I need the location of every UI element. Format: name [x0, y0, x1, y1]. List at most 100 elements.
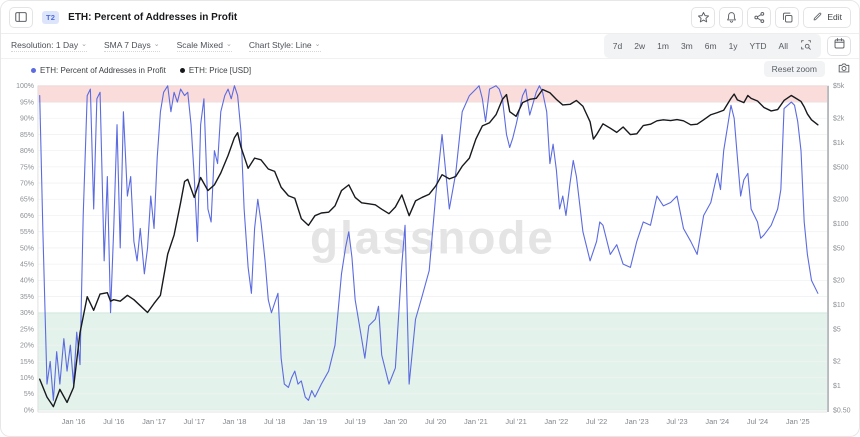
legend-dot-price [179, 68, 185, 73]
legend-label-profit: ETH: Percent of Addresses in Profit [40, 66, 166, 75]
y-axis-label: 0% [24, 407, 34, 414]
tier-badge: T2 [42, 10, 60, 24]
price-axis-label: $2k [833, 115, 845, 122]
dropdown-1[interactable]: SMA 7 Days ⌄ [103, 40, 160, 52]
dropdown-label: SMA 7 Days [103, 40, 151, 50]
chart-settings-dropdowns: Resolution: 1 Day ⌄ SMA 7 Days ⌄ Scale Mixed… [11, 40, 321, 52]
y-axis-label: 55% [20, 229, 34, 236]
zoom-select-button[interactable] [794, 36, 818, 56]
glassnode-watermark: glassnode [310, 211, 555, 263]
camera-icon [837, 62, 851, 79]
x-axis-label: Jan '24 [705, 417, 729, 426]
range-button-ytd[interactable]: YTD [749, 41, 767, 51]
legend-item-price[interactable]: ETH: Price [USD] [179, 66, 252, 75]
y-axis-label: 5% [24, 391, 34, 398]
left-axis-labels: 0% 5% 10% 15% 20% 25% 30% 35% 40% 45% 50% 55% 60% 65%… [16, 83, 34, 414]
y-axis-label: 45% [20, 262, 34, 269]
dropdown-3[interactable]: Chart Style: Line ⌄ [248, 40, 321, 52]
chevron-down-icon: ⌄ [314, 41, 321, 48]
header: T2 ETH: Percent of Addresses in Profit [1, 1, 859, 34]
dropdown-label: Chart Style: Line [248, 40, 312, 50]
x-axis-label: Jan '25 [786, 417, 810, 426]
toolbar-right: 7d 2w 1m 3m 6m 1y YTD All [603, 34, 851, 58]
price-axis-label: $50 [833, 245, 845, 252]
y-axis-label: 50% [20, 245, 34, 252]
dropdown-label: Scale Mixed [176, 40, 223, 50]
x-axis-label: Jul '20 [425, 417, 446, 426]
legend-label-price: ETH: Price [USD] [188, 66, 252, 75]
range-button-6m[interactable]: 6m [704, 41, 717, 51]
legend-item-profit[interactable]: ETH: Percent of Addresses in Profit [31, 66, 166, 75]
y-axis-label: 35% [20, 294, 34, 301]
screenshot-button[interactable] [837, 61, 851, 80]
x-axis-label: Jul '22 [586, 417, 607, 426]
dropdown-2[interactable]: Scale Mixed ⌄ [176, 40, 232, 52]
x-axis-label: Jul '23 [666, 417, 687, 426]
x-axis-label: Jan '21 [464, 417, 488, 426]
range-button-1y[interactable]: 1y [728, 41, 738, 51]
range-button-1m[interactable]: 1m [657, 41, 669, 51]
price-axis-label: $1k [833, 140, 845, 147]
y-axis-label: 65% [20, 197, 34, 204]
y-axis-label: 85% [20, 132, 34, 139]
share-button[interactable] [747, 6, 772, 28]
range-button-all[interactable]: All [778, 41, 788, 51]
price-axis-label: $10 [833, 302, 845, 309]
range-button-7d[interactable]: 7d [612, 41, 623, 51]
sidebar-toggle-button[interactable] [9, 6, 33, 28]
price-axis-label: $100 [833, 221, 849, 228]
edit-button[interactable]: Edit [803, 6, 851, 28]
price-axis-label: $5k [833, 83, 845, 90]
y-axis-label: 40% [20, 278, 34, 285]
zoom-area-icon [801, 40, 811, 50]
sidebar-panel-icon [14, 10, 28, 24]
reset-zoom-button[interactable]: Reset zoom [763, 61, 825, 77]
x-axis-label: Jan '19 [303, 417, 327, 426]
overbought-band [37, 85, 828, 103]
y-axis-label: 80% [20, 148, 34, 155]
date-picker-button[interactable] [827, 36, 851, 56]
legend: ETH: Percent of Addresses in Profit ETH:… [31, 66, 251, 75]
x-axis-labels: Jan '16 Jul '16 Jan '17 Jul '17 Jan '18 Jul '… [62, 417, 810, 426]
chevron-down-icon: ⌄ [225, 41, 232, 48]
price-axis-label: $5 [833, 326, 841, 333]
price-line [39, 88, 819, 408]
y-axis-label: 100% [16, 83, 34, 90]
dropdown-0[interactable]: Resolution: 1 Day ⌄ [11, 40, 87, 52]
alert-button[interactable] [719, 6, 744, 28]
header-actions: Edit [691, 6, 851, 28]
x-axis-label: Jul '17 [184, 417, 205, 426]
edit-button-label: Edit [827, 12, 842, 22]
y-axis-label: 20% [20, 343, 34, 350]
price-axis-label: $0.50 [833, 407, 851, 414]
range-button-3m[interactable]: 3m [680, 41, 693, 51]
reset-zoom-label: Reset zoom [771, 64, 817, 74]
x-axis-label: Jul '19 [344, 417, 365, 426]
chevron-down-icon: ⌄ [81, 41, 87, 48]
price-axis-label: $500 [833, 164, 849, 171]
y-axis-label: 90% [20, 116, 34, 123]
gridlines [37, 85, 828, 411]
calendar-icon [833, 37, 846, 55]
x-axis-label: Jan '22 [544, 417, 568, 426]
x-axis-label: Jan '20 [383, 417, 407, 426]
x-axis-label: Jul '21 [505, 417, 526, 426]
toolbar: Resolution: 1 Day ⌄ SMA 7 Days ⌄ Scale Mixed… [1, 34, 859, 59]
x-axis-label: Jan '23 [625, 417, 649, 426]
price-axis-label: $20 [833, 278, 845, 285]
share-icon [753, 11, 766, 24]
price-axis-label: $200 [833, 197, 849, 204]
range-button-2w[interactable]: 2w [634, 41, 646, 51]
favorite-button[interactable] [691, 6, 716, 28]
pencil-icon [812, 11, 823, 24]
y-axis-label: 95% [20, 99, 34, 106]
chevron-down-icon: ⌄ [153, 41, 160, 48]
x-axis-label: Jan '18 [223, 417, 247, 426]
duplicate-button[interactable] [775, 6, 800, 28]
star-icon [697, 11, 710, 24]
x-axis-label: Jan '16 [62, 417, 86, 426]
price-axis-label: $2 [833, 359, 841, 366]
y-axis-label: 75% [20, 164, 34, 171]
